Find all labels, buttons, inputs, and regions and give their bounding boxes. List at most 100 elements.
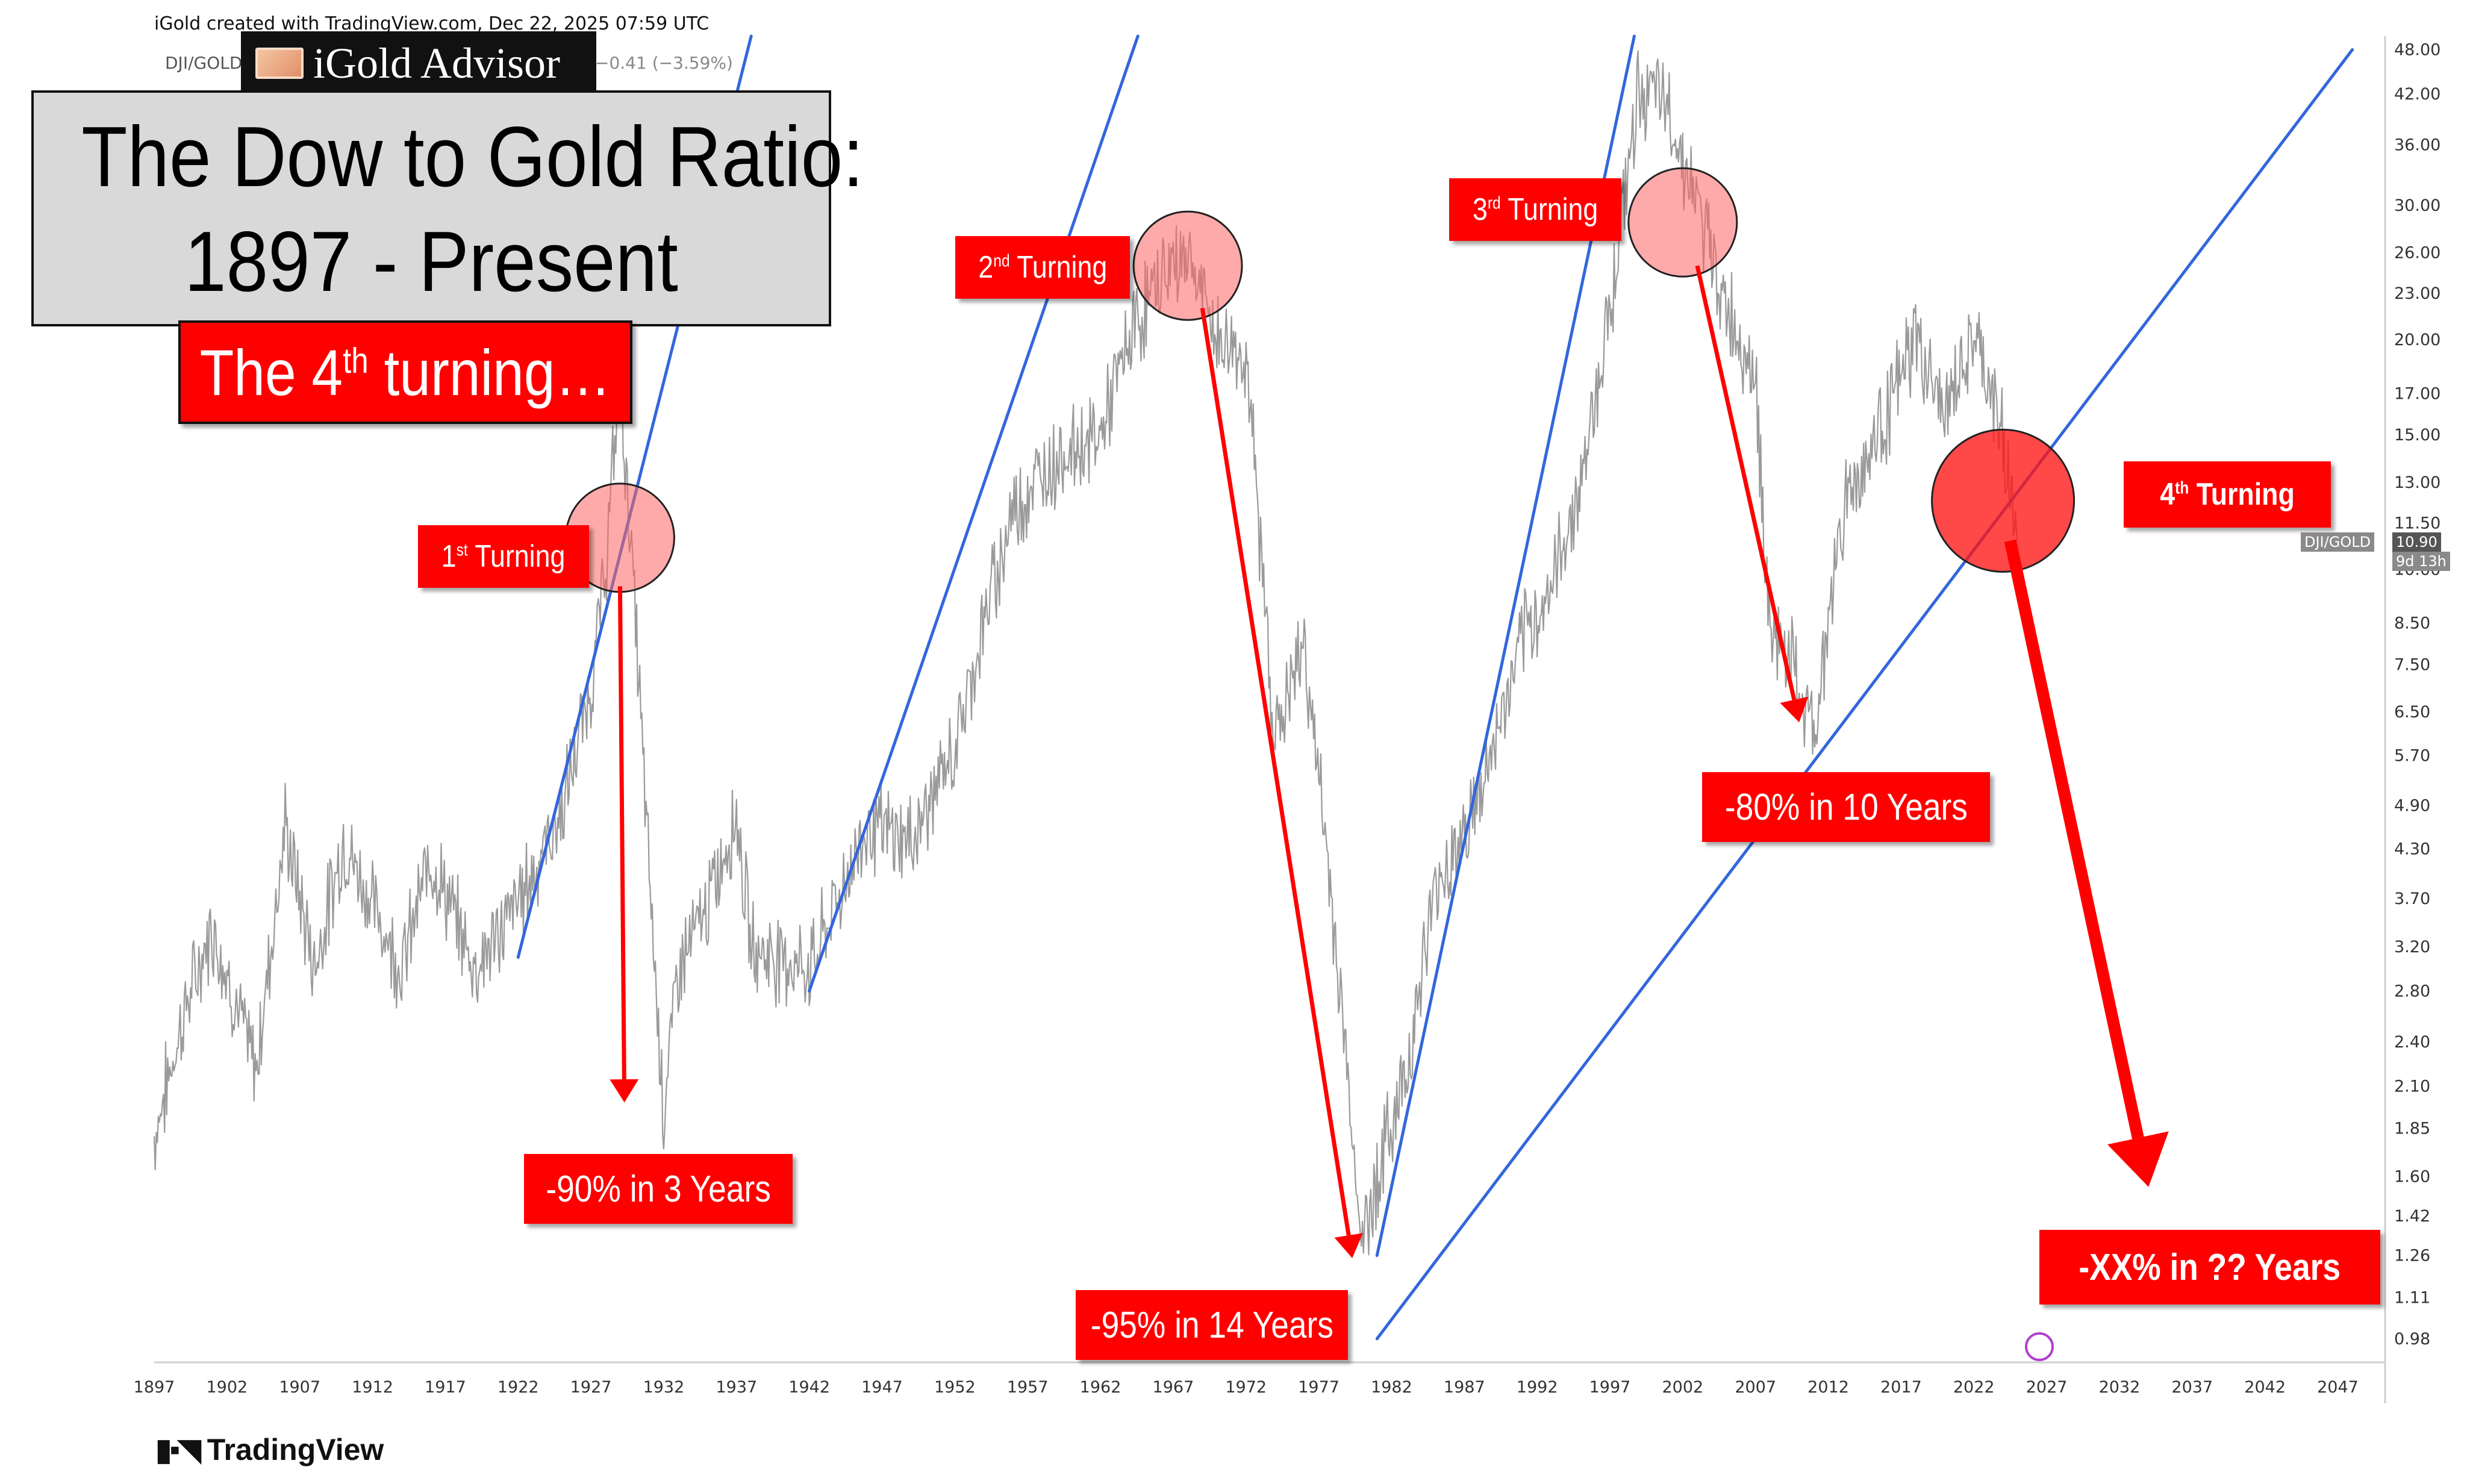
turning-circle-3 — [1627, 167, 1738, 278]
t1-sup: st — [457, 540, 469, 560]
drop-arrow-head-3 — [1780, 696, 1809, 723]
tradingview-text: TradingView — [207, 1433, 384, 1467]
drop-arrow-head-1 — [610, 1079, 639, 1103]
x-tick-label: 2047 — [2317, 1378, 2359, 1397]
x-tick-label: 1992 — [1517, 1378, 1558, 1397]
turning-label-2: 2nd Turning — [955, 236, 1130, 299]
y-tick-label: 30.00 — [2394, 196, 2440, 215]
subtitle-sup: th — [343, 340, 369, 381]
x-tick-label: 2027 — [2026, 1378, 2068, 1397]
drop-arrow-shaft-4 — [2004, 539, 2144, 1140]
x-tick-label: 1922 — [497, 1378, 539, 1397]
x-tick-label: 1897 — [134, 1378, 175, 1397]
x-tick-label: 1977 — [1298, 1378, 1340, 1397]
lightning-icon — [2025, 1332, 2054, 1361]
turning-label-4: 4th Turning — [2124, 461, 2331, 528]
title-box: The Dow to Gold Ratio: 1897 - Present — [31, 90, 864, 326]
x-tick-label: 2002 — [1662, 1378, 1703, 1397]
x-tick-label: 2042 — [2244, 1378, 2286, 1397]
x-tick-label: 1997 — [1589, 1378, 1631, 1397]
x-tick-label: 2037 — [2171, 1378, 2213, 1397]
turning-circle-4 — [1931, 428, 2076, 573]
drop-2-text: -95% in 14 Years — [1090, 1304, 1333, 1346]
y-tick-label: 15.00 — [2394, 426, 2440, 444]
drop-arrows — [610, 265, 2169, 1259]
change-readout: −0.41 (−3.59%) — [595, 53, 733, 73]
x-tick-label: 1967 — [1153, 1378, 1194, 1397]
x-tick-label: 1902 — [206, 1378, 248, 1397]
drop-arrow-head-4 — [2107, 1131, 2169, 1187]
y-tick-label: 0.98 — [2394, 1330, 2430, 1348]
drop-4-text: -XX% in ?? Years — [2079, 1246, 2341, 1288]
drop-arrow-head-2 — [1334, 1233, 1363, 1259]
drop-label-3: -80% in 10 Years — [1702, 772, 1990, 842]
x-tick-label: 1937 — [716, 1378, 757, 1397]
chart-credit: iGold created with TradingView.com, Dec … — [154, 13, 710, 34]
price-tag-symbol: DJI/GOLD — [2301, 532, 2375, 552]
subtitle-label: The 4th turning… — [178, 320, 632, 424]
y-tick-label: 1.26 — [2394, 1247, 2430, 1265]
subtitle-pre: The 4 — [199, 335, 343, 409]
t2-text: Turning — [1009, 250, 1107, 285]
tradingview-logo[interactable]: ▮▪◥ TradingView — [155, 1432, 384, 1467]
x-tick-label: 1942 — [788, 1378, 830, 1397]
drop-arrow-shaft-3 — [1695, 265, 1797, 700]
axes — [154, 36, 2386, 1403]
drop-1-text: -90% in 3 Years — [546, 1168, 771, 1210]
y-tick-label: 8.50 — [2394, 614, 2430, 633]
t4-num: 4 — [2160, 477, 2175, 512]
t4-sup: th — [2175, 478, 2189, 498]
y-tick-label: 2.80 — [2394, 982, 2430, 1000]
y-tick-label: 36.00 — [2394, 136, 2440, 155]
title-line-1: The Dow to Gold Ratio: — [81, 109, 864, 205]
y-tick-label: 3.70 — [2394, 890, 2430, 908]
t3-num: 3 — [1472, 192, 1488, 227]
title-line-2: 1897 - Present — [184, 214, 678, 310]
x-tick-label: 1907 — [279, 1378, 320, 1397]
drop-3-text: -80% in 10 Years — [1724, 786, 1968, 828]
drop-label-4: -XX% in ?? Years — [2039, 1230, 2380, 1305]
y-tick-label: 23.00 — [2394, 284, 2440, 303]
trendline-4 — [1375, 48, 2354, 1341]
y-tick-label: 17.00 — [2394, 384, 2440, 403]
y-tick-label: 5.70 — [2394, 746, 2430, 765]
turning-circle-2 — [1132, 210, 1243, 321]
t1-num: 1 — [441, 539, 457, 574]
x-tick-label: 1962 — [1080, 1378, 1121, 1397]
x-tick-label: 1927 — [570, 1378, 612, 1397]
y-tick-label: 1.85 — [2394, 1119, 2430, 1138]
drop-arrow-shaft-2 — [1200, 308, 1351, 1236]
t2-num: 2 — [978, 250, 993, 285]
turning-label-1: 1st Turning — [418, 525, 589, 588]
x-tick-label: 1932 — [643, 1378, 685, 1397]
x-tick-label: 2012 — [1807, 1378, 1849, 1397]
t3-text: Turning — [1500, 192, 1598, 227]
x-ticks: 1897 1902 1907 1912 1917 1922 1927 1932 1937 1942… — [134, 1332, 2359, 1397]
brand-name: iGold Advisor — [313, 39, 561, 87]
turning-circles — [564, 167, 2076, 593]
t1-text: Turning — [468, 539, 566, 574]
y-tick-label: 6.50 — [2394, 703, 2430, 722]
subtitle-post: turning… — [368, 335, 611, 409]
y-tick-label: 13.00 — [2394, 473, 2440, 492]
y-tick-label: 7.50 — [2394, 656, 2430, 675]
x-tick-label: 2032 — [2099, 1378, 2141, 1397]
x-tick-label: 1912 — [352, 1378, 393, 1397]
y-tick-label: 48.00 — [2394, 40, 2440, 59]
ticker-label: DJI/GOLD — [165, 53, 243, 73]
drop-arrow-shaft-1 — [617, 586, 626, 1080]
turning-label-3: 3rd Turning — [1449, 178, 1621, 241]
x-tick-label: 2017 — [1880, 1378, 1922, 1397]
x-tick-label: 2022 — [1953, 1378, 1995, 1397]
y-tick-label: 26.00 — [2394, 244, 2440, 263]
trendline-2 — [808, 34, 1140, 993]
x-tick-label: 2007 — [1735, 1378, 1776, 1397]
x-tick-label: 1917 — [425, 1378, 466, 1397]
drop-label-2: -95% in 14 Years — [1076, 1290, 1348, 1360]
x-tick-label: 1952 — [934, 1378, 976, 1397]
tradingview-icon: ▮▪◥ — [155, 1433, 201, 1467]
y-tick-label: 11.50 — [2394, 514, 2440, 532]
y-tick-label: 4.30 — [2394, 840, 2430, 858]
y-tick-label: 1.60 — [2394, 1167, 2430, 1186]
